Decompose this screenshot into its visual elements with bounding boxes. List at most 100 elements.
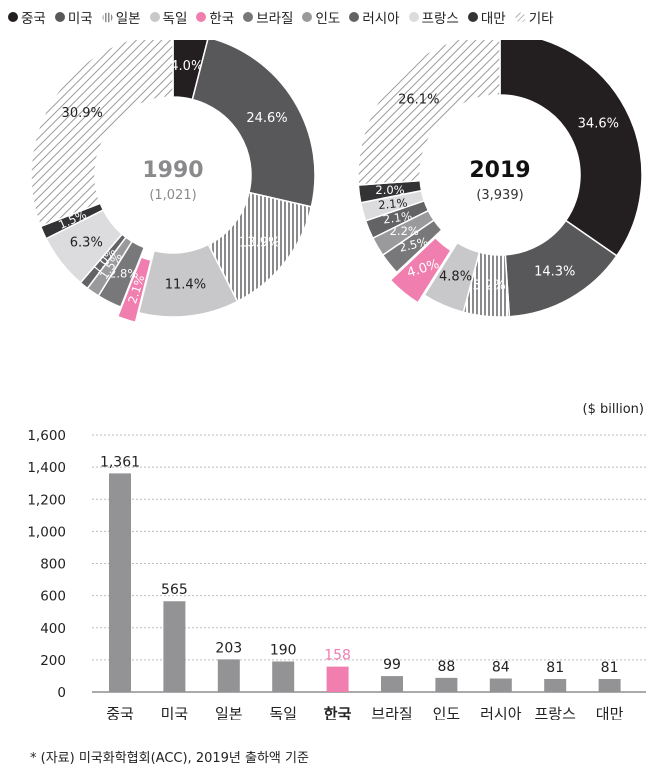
legend-swatch [196,12,207,22]
bar-chart: ($ billion) 0 200 400 600 800 1,000 1,200 1,400 1… [27,402,646,720]
donut-slice-label: 6.3% [70,236,103,251]
bar [109,473,131,692]
legend-swatch [349,12,360,22]
bar-value-label: 203 [215,640,242,656]
bar-value-label: 84 [492,660,510,676]
legend-swatch [8,12,18,22]
bar [217,659,240,692]
donut-slice-label: 2.0% [375,183,404,197]
x-tick-label: 대만 [596,705,624,720]
donut-slice-label: 4.8% [439,270,472,285]
x-tick-label: 미국 [161,705,189,720]
x-tick-label: 일본 [215,705,243,720]
donut-charts: 4.0%24.6%13.9%11.4%2.1%2.8%1.5%1.0%6.3%1… [30,40,643,324]
y-tick-label: 200 [40,653,66,669]
y-tick-label: 400 [40,621,66,637]
legend-label: 프랑스 [421,11,459,27]
donut-center-title: 1990 [142,158,203,183]
donut-slice-label: 5.2% [473,278,506,293]
legend-label: 독일 [162,11,188,27]
legend-label: 한국 [209,11,235,27]
bar-value-label: 190 [270,642,297,658]
donut-slice [30,40,174,228]
legend-swatch [243,12,254,22]
footnote: * (자료) 미국화학협회(ACC), 2019년 출하액 기준 [30,751,309,766]
x-tick-label: 프랑스 [534,705,576,720]
donut-slice [389,236,452,304]
donut-center-subtitle: (3,939) [476,188,523,203]
donut-slice-label: 26.1% [398,92,439,107]
bar [381,676,403,692]
legend-swatch [102,12,113,22]
bar-value-label: 81 [601,660,619,676]
bar [435,677,458,692]
bar-value-label: 158 [324,648,351,664]
bar-value-label: 565 [161,582,188,598]
bar-unit-label: ($ billion) [583,402,644,417]
legend-label: 중국 [21,11,46,27]
legend-label: 기타 [528,11,554,27]
bar [544,678,567,692]
donut-slice [423,241,481,314]
legend-label: 미국 [67,11,93,27]
donut-slice-label: 34.6% [578,116,619,131]
y-tick-label: 800 [40,557,66,573]
x-tick-label: 한국 [324,705,352,720]
x-tick-label: 중국 [106,705,134,720]
y-tick-label: 1,000 [27,524,66,540]
legend-swatch [515,12,526,22]
bar [598,678,621,692]
legend-item: 기타 [515,7,554,27]
bar-value-label: 99 [383,657,401,673]
donut-1990: 4.0%24.6%13.9%11.4%2.1%2.8%1.5%1.0%6.3%1… [30,40,316,324]
legend-swatch [408,12,419,22]
donut-slice-label: 14.3% [534,265,575,280]
legend-item: 미국 [54,7,93,27]
legend-swatch [467,12,478,22]
y-tick-label: 0 [57,685,66,701]
bar-value-label: 81 [546,660,564,676]
legend-swatch [149,12,160,22]
legend-item: 인도 [302,7,340,27]
x-tick-label: 브라질 [371,705,412,720]
donut-center-title: 2019 [469,158,530,183]
y-tick-label: 1,600 [27,428,66,444]
donut-slice-label: 2.2% [390,224,419,238]
legend-item: 중국 [8,7,46,27]
legend-item: 독일 [149,7,188,27]
bar [326,666,349,692]
legend-label: 대만 [480,11,506,27]
bar [163,601,186,692]
legend-item: 프랑스 [408,7,459,27]
legend-item: 일본 [102,7,141,27]
bar [489,678,512,692]
y-tick-label: 1,200 [27,492,66,508]
legend-swatch [54,12,65,22]
y-tick-label: 600 [40,589,66,605]
donut-slice-label: 11.4% [165,277,206,292]
legend-item: 대만 [467,7,506,27]
bar-value-label: 88 [437,659,455,675]
donut-slice-label: 2.8% [109,266,138,280]
donut-slice-label: 2.1% [378,195,408,212]
donut-center-subtitle: (1,021) [149,188,196,203]
legend-label: 인도 [315,11,341,27]
donut-slice-label: 4.0% [170,59,203,74]
donut-slice-label: 24.6% [246,111,287,126]
bar [272,661,295,692]
donut-2019: 34.6%14.3%5.2%4.8%4.0%2.5%2.2%2.1%2.1%2.… [357,40,643,318]
chart-legend: 중국 미국 일본 독일 한국 브라질 인도 러시아 프랑스 대만 기타 [8,6,664,28]
donut-slice [499,40,643,257]
donut-slice-label: 13.9% [239,236,280,251]
legend-label: 러시아 [362,11,400,27]
bar-value-label: 1,361 [100,454,140,470]
legend-label: 일본 [115,11,141,27]
legend-item: 브라질 [243,7,293,27]
x-tick-label: 러시아 [480,705,522,720]
y-tick-label: 1,400 [27,460,66,476]
x-tick-label: 인도 [433,705,461,720]
donut-slice [357,40,501,186]
donut-slice-label: 30.9% [62,106,103,121]
legend-item: 러시아 [349,7,400,27]
x-tick-label: 독일 [269,705,297,720]
